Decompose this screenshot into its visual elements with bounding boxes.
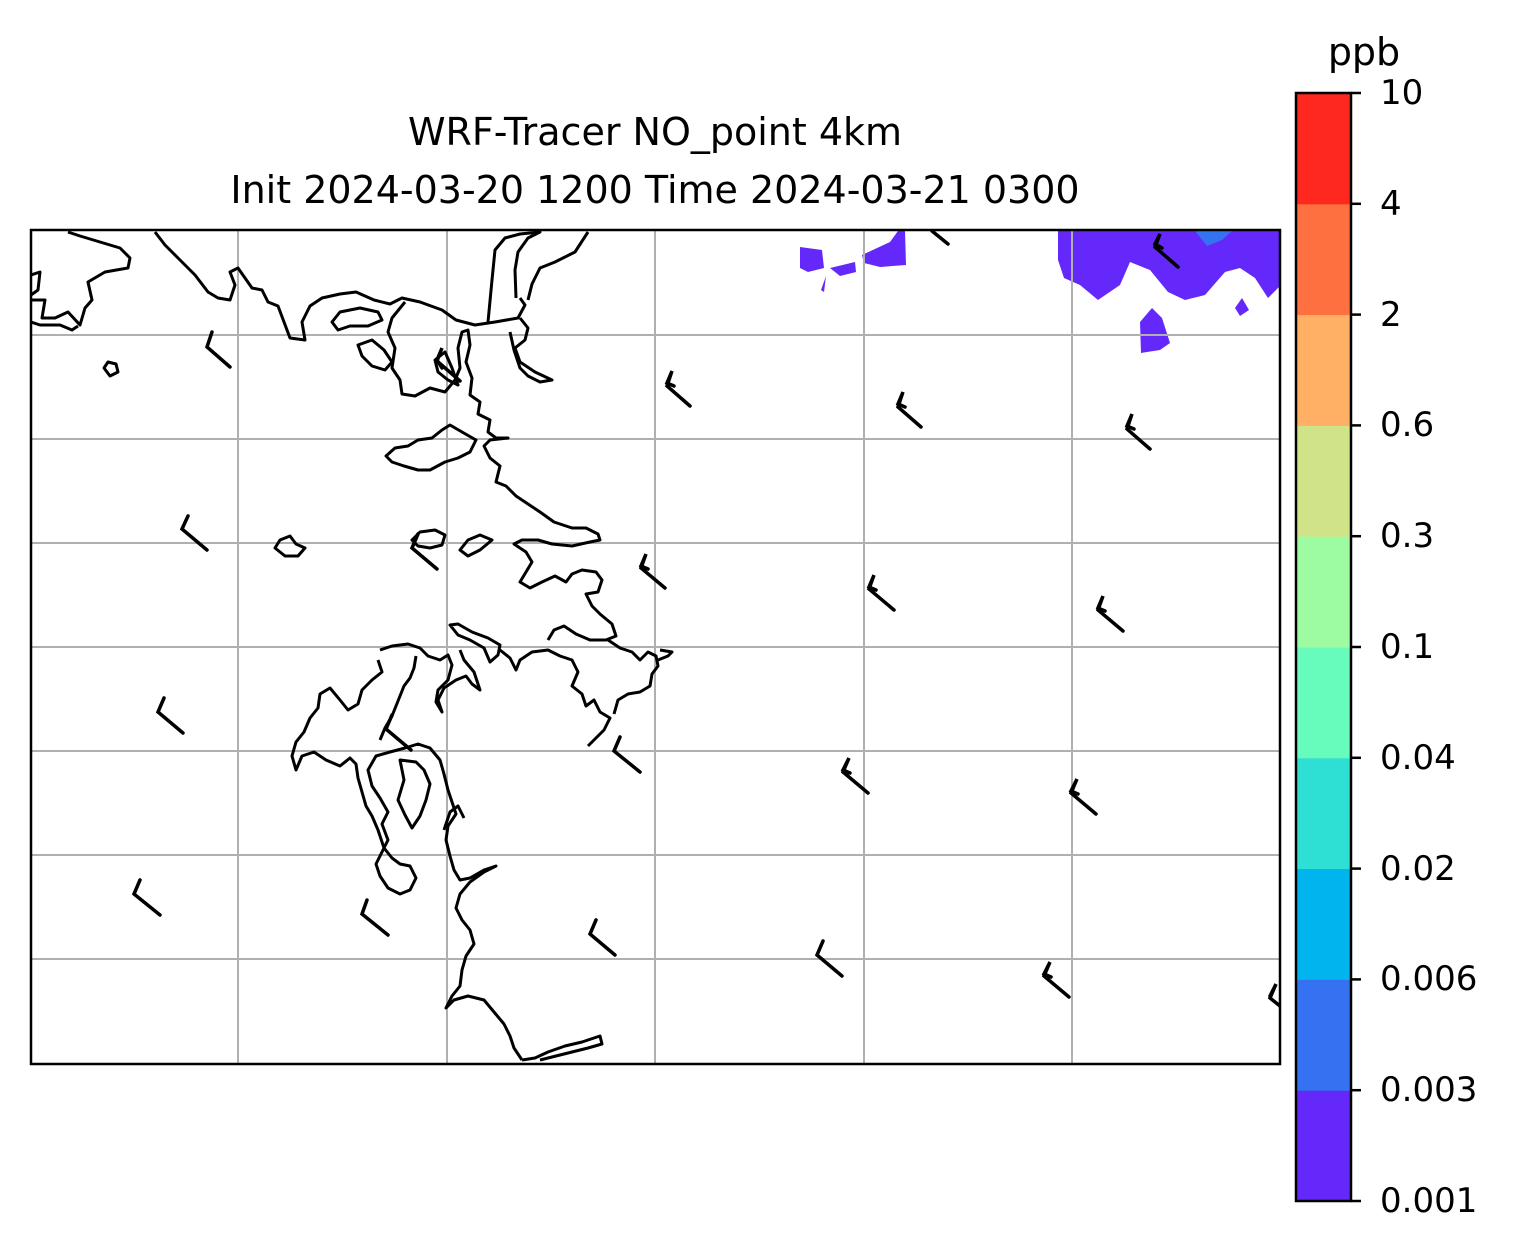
coastline	[442, 804, 466, 831]
coastline	[153, 231, 527, 342]
wind-barb	[814, 939, 844, 978]
colorbar-segment	[1296, 757, 1351, 870]
colorbar-unit-label: ppb	[1327, 30, 1401, 74]
colorbar-tick-label: 0.003	[1380, 1070, 1478, 1111]
coastline	[290, 659, 524, 1061]
tracer-plume	[800, 231, 1280, 353]
coastline	[607, 638, 660, 715]
wind-barb	[664, 370, 692, 408]
coastline	[448, 622, 502, 664]
colorbar-segment	[1296, 868, 1351, 980]
wind-barb	[611, 735, 642, 774]
coastline	[508, 317, 554, 384]
wind-barb	[587, 918, 617, 957]
colorbar-segment	[1296, 425, 1351, 537]
coastline	[458, 533, 494, 558]
wind-barb	[895, 391, 923, 429]
coastline	[330, 306, 384, 332]
colorbar-tick-label: 0.006	[1380, 959, 1478, 1000]
coastline	[396, 758, 432, 830]
coastline	[499, 648, 612, 748]
wind-barb	[1152, 233, 1180, 269]
colorbar-tick-label: 10	[1380, 73, 1424, 113]
colorbar-segment	[1296, 314, 1351, 426]
wind-barb	[1068, 778, 1098, 816]
plume-patch	[1140, 308, 1170, 353]
wind-barb	[383, 713, 413, 752]
wind-barb	[409, 532, 439, 571]
colorbar-tick-label: 0.001	[1380, 1181, 1478, 1221]
colorbar-segment	[1296, 203, 1351, 316]
colorbar-tick-label: 2	[1380, 294, 1402, 335]
wind-barb	[434, 347, 462, 383]
coastline	[356, 338, 394, 372]
colorbar-frame	[1294, 91, 1353, 1203]
coastline	[486, 230, 542, 323]
colorbar-segment	[1296, 536, 1351, 648]
wind-barb	[155, 696, 185, 735]
coastline	[102, 360, 120, 378]
wind-barb	[930, 230, 950, 246]
coastline	[384, 423, 478, 472]
plume-patch	[1235, 298, 1249, 316]
coastline	[433, 350, 460, 387]
wind-barb	[179, 514, 209, 552]
colorbar-tick-label: 0.3	[1380, 516, 1435, 557]
wind-barb	[866, 574, 896, 612]
plume-patch	[821, 276, 826, 292]
map-gridlines	[31, 230, 1280, 1064]
plot-title-line-1: WRF-Tracer NO_point 4km	[407, 110, 903, 154]
coastline	[526, 231, 590, 301]
wind-barb	[1095, 595, 1125, 633]
coastline	[386, 301, 618, 642]
wind-barb	[1124, 413, 1152, 451]
coastline	[273, 534, 307, 558]
wind-barb	[204, 330, 232, 369]
colorbar-tick-label: 0.6	[1380, 405, 1435, 446]
wind-barb	[1041, 961, 1071, 999]
map-frame	[29, 228, 1282, 1066]
plot-title-line-2: Init 2024-03-20 1200 Time 2024-03-21 030…	[230, 168, 1080, 212]
coastline	[410, 528, 447, 550]
plume-patch	[1058, 231, 1280, 300]
wind-barb	[359, 898, 390, 937]
coastline	[379, 642, 482, 714]
coastline	[521, 1034, 604, 1062]
colorbar	[1296, 91, 1361, 1203]
colorbar-tick-label: 4	[1380, 183, 1402, 224]
coastline	[31, 230, 132, 327]
plume-patch	[862, 231, 906, 267]
colorbar-segment	[1296, 979, 1351, 1091]
wind-barb	[840, 757, 870, 795]
coastline	[31, 320, 79, 332]
coastline	[657, 648, 674, 662]
colorbar-segment	[1296, 93, 1351, 205]
colorbar-tick-label: 0.04	[1380, 737, 1456, 778]
plume-patch	[1195, 231, 1232, 246]
colorbar-segment	[1296, 647, 1351, 759]
wind-barb	[1267, 983, 1280, 1008]
colorbar-segment	[1296, 1090, 1351, 1202]
wind-barbs	[131, 230, 1280, 1008]
coastlines	[31, 230, 674, 1062]
wind-barb	[638, 553, 667, 590]
wind-barb	[131, 878, 162, 917]
plume-patch	[800, 247, 824, 272]
plume-patch	[830, 262, 856, 276]
colorbar-tick-label: 0.1	[1380, 627, 1435, 667]
colorbar-tick-label: 0.02	[1380, 848, 1456, 889]
coastline	[31, 270, 42, 297]
